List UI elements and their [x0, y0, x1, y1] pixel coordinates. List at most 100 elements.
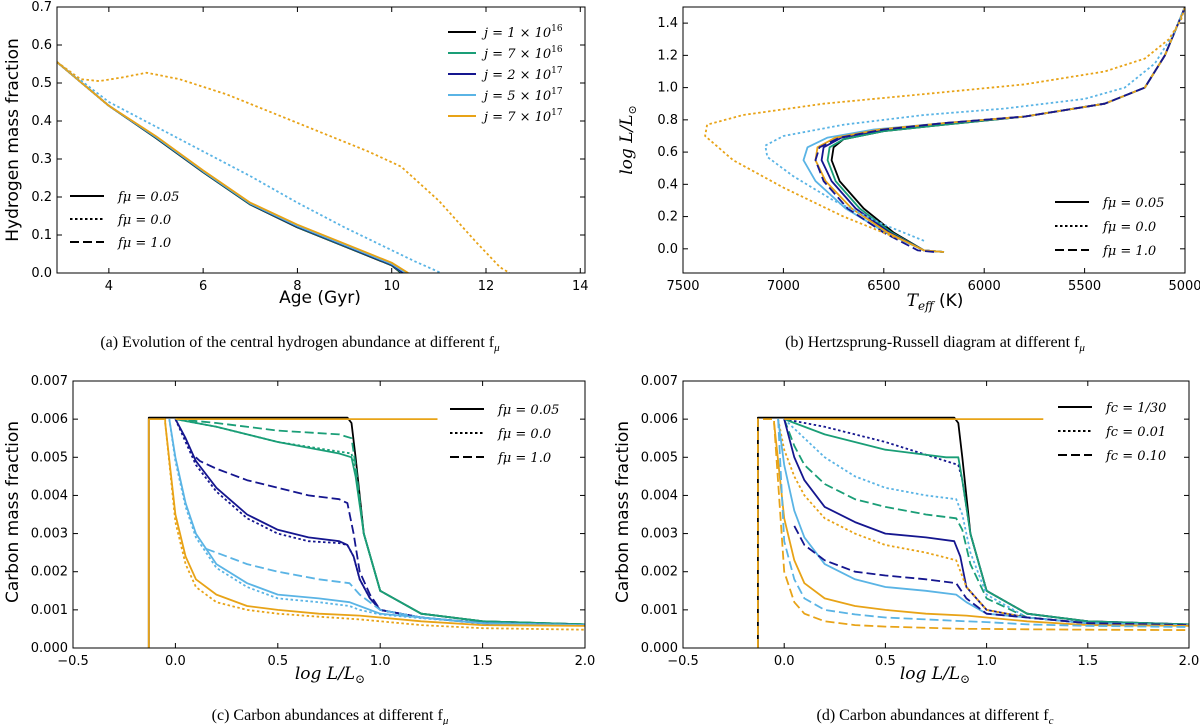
series-line-c-8 — [168, 418, 585, 626]
series-line-a-4 — [57, 61, 409, 273]
x-tick-label: 6 — [199, 279, 207, 294]
legend-color-label: j = 5 × 1017 — [481, 87, 563, 104]
x-axis-label-sub: eff — [918, 299, 936, 313]
x-axis-label-sub: ⊙ — [960, 672, 970, 686]
x-tick-label: 1.5 — [1077, 654, 1098, 669]
series-line-b-6 — [764, 7, 1185, 242]
legend-style-label: fμ = 0.05 — [1102, 196, 1164, 211]
y-tick-label: 0.6 — [657, 145, 678, 160]
y-tick-label: 0.002 — [641, 565, 678, 580]
x-tick-label: 5000 — [1168, 279, 1200, 294]
y-tick-label: 1.2 — [657, 48, 678, 63]
series-line-a-6 — [57, 61, 511, 273]
panel-caption: (c) Carbon abundances at different fμ — [212, 707, 449, 725]
panel-caption: (d) Carbon abundances at different fc — [817, 707, 1054, 725]
y-axis-label: log L/L⊙ — [617, 105, 639, 174]
plot-frame — [682, 6, 1186, 274]
x-tick-label: 5500 — [1068, 279, 1101, 294]
x-tick-label: −0.5 — [57, 654, 89, 669]
series-line-c-10 — [147, 418, 585, 648]
series-line-c-7 — [168, 418, 585, 626]
y-tick-label: 0.006 — [641, 412, 678, 427]
x-tick-label: 8 — [293, 279, 301, 294]
y-axis-label: Carbon mass fraction — [613, 421, 633, 603]
legend-style-label: fμ = 1.0 — [497, 451, 551, 466]
x-tick-label: 0.0 — [165, 654, 186, 669]
series-line-c-3 — [175, 418, 585, 626]
series-line-d-7 — [777, 418, 1189, 626]
y-tick-label: 0.006 — [31, 412, 68, 427]
legend-style-label: fμ = 0.05 — [497, 403, 559, 418]
plot-frame — [682, 380, 1190, 649]
series-line-d-9 — [773, 422, 1189, 627]
x-axis-label-sub: ⊙ — [355, 672, 365, 686]
x-axis-label-unit: (K) — [934, 291, 964, 311]
x-tick-label: 10 — [383, 279, 400, 294]
y-tick-label: 0.4 — [31, 114, 52, 129]
legend-color-label: j = 1 × 1016 — [481, 24, 563, 41]
x-axis-label: log L/L⊙ — [295, 664, 365, 686]
x-tick-label: 1.0 — [976, 654, 997, 669]
y-tick-label: 0.001 — [641, 603, 678, 618]
series-line-a-3 — [57, 61, 407, 273]
y-tick-label: 0.003 — [31, 527, 68, 542]
y-tick-label: 0.2 — [31, 190, 52, 205]
x-tick-label: 1.0 — [370, 654, 391, 669]
x-axis-label: log L/L⊙ — [900, 664, 970, 686]
y-tick-label: 0.6 — [31, 38, 52, 53]
series-line-a-1 — [57, 61, 403, 273]
y-tick-label: 0.007 — [31, 374, 68, 389]
x-axis-label: Teff (K) — [907, 291, 964, 313]
panel-caption-sub: μ — [442, 715, 449, 725]
x-tick-label: 7500 — [666, 279, 699, 294]
legend-style-label: fc = 0.01 — [1105, 425, 1166, 440]
series-line-c-11 — [164, 422, 585, 631]
y-tick-label: 0.005 — [641, 450, 678, 465]
plot-frame — [56, 6, 586, 274]
legend-exponent: 17 — [551, 108, 563, 118]
y-tick-label: 0.5 — [31, 76, 52, 91]
panel-caption-sub: μ — [493, 342, 500, 354]
y-tick-label: 0.005 — [31, 450, 68, 465]
y-axis-label: Carbon mass fraction — [3, 421, 23, 603]
series-line-c-6 — [195, 456, 585, 626]
panel-b: 7500 7000 6500 6000 5500 5000 0.0 0.2 0.4 0.6 0.8 1… — [617, 6, 1200, 354]
x-tick-label: 0.0 — [774, 654, 795, 669]
x-tick-label: 4 — [105, 279, 113, 294]
y-tick-label: 0.001 — [31, 603, 68, 618]
y-tick-label: 0.0 — [657, 242, 678, 257]
y-tick-label: 0.000 — [641, 641, 678, 656]
y-tick-label: 0.3 — [31, 152, 52, 167]
series-line-b-7 — [704, 7, 1185, 242]
series-line-c-4 — [174, 418, 585, 626]
panel-d: −0.5 0.0 0.5 1.0 1.5 2.0 0.000 0.001 0.002 0.003 0… — [613, 374, 1199, 725]
plot-frame — [72, 380, 586, 649]
series-line-d-8 — [793, 525, 1189, 626]
x-tick-label: 6500 — [867, 279, 900, 294]
legend-style-label: fc = 0.10 — [1105, 449, 1166, 464]
legend-style-label: fc = 1/30 — [1105, 401, 1166, 416]
legend-color-label: j = 7 × 1016 — [481, 45, 563, 62]
y-tick-label: 1.0 — [657, 81, 678, 96]
legend-style-label: fμ = 0.0 — [117, 213, 171, 228]
y-tick-label: 0.004 — [641, 488, 678, 503]
series-line-a-5 — [57, 61, 442, 273]
panel-caption-sub: μ — [1078, 342, 1085, 354]
x-tick-label: −0.5 — [667, 654, 699, 669]
x-tick-label: 0.5 — [267, 654, 288, 669]
series-line-a-0 — [57, 61, 402, 273]
series-line-d-11 — [757, 418, 1189, 648]
y-tick-label: 0.2 — [657, 210, 678, 225]
legend-style-label: fμ = 1.0 — [1102, 244, 1156, 259]
legend-exponent: 16 — [551, 45, 563, 55]
series-group — [147, 416, 585, 648]
series-line-d-2 — [783, 418, 1189, 626]
legend-exponent: 17 — [551, 66, 563, 76]
series-line-d-10 — [777, 419, 1189, 628]
series-group — [57, 61, 511, 273]
y-tick-label: 0.004 — [31, 488, 68, 503]
x-tick-label: 7000 — [767, 279, 800, 294]
x-tick-label: 2.0 — [1179, 654, 1200, 669]
x-tick-label: 6000 — [968, 279, 1001, 294]
